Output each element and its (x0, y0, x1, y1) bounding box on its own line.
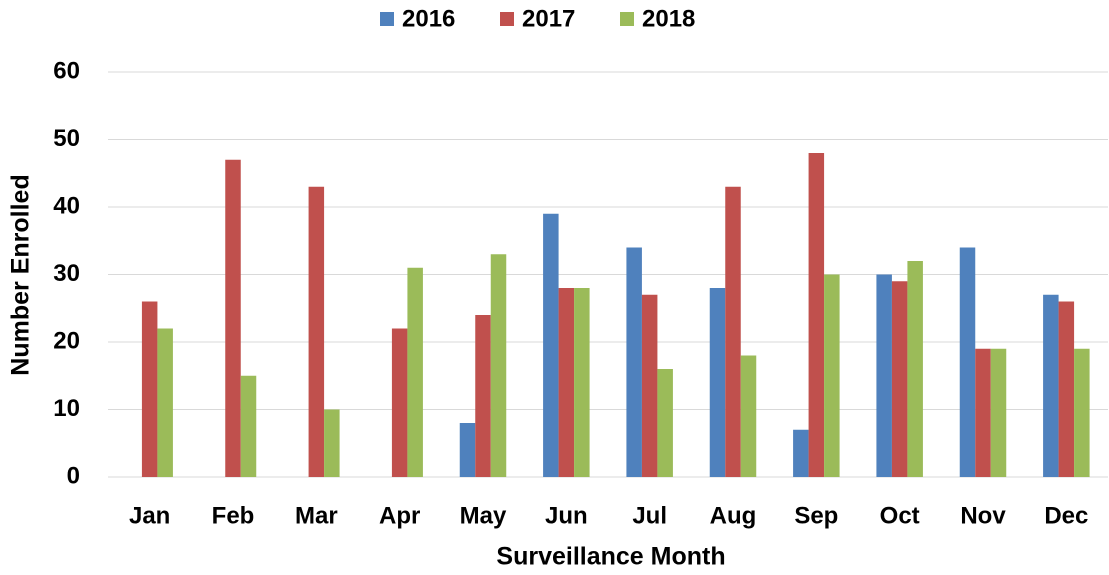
y-tick-label: 50 (53, 125, 80, 152)
x-tick-label: Jul (632, 502, 667, 529)
bar (1058, 301, 1075, 477)
bar (543, 213, 559, 477)
bar (1074, 348, 1090, 477)
legend-swatch (500, 12, 514, 26)
x-tick-label: Apr (379, 502, 420, 529)
bar (641, 294, 658, 477)
x-tick-label: Jun (545, 502, 588, 529)
x-tick-label: Feb (212, 502, 255, 529)
legend-swatch (620, 12, 634, 26)
bar (558, 288, 575, 477)
bar (740, 355, 757, 477)
bar (626, 247, 642, 477)
bar (808, 153, 825, 477)
legend-label: 2017 (522, 5, 575, 32)
bar (709, 288, 726, 477)
y-tick-label: 60 (53, 57, 80, 84)
x-tick-label: Aug (710, 502, 757, 529)
bar (225, 159, 241, 477)
bar (475, 315, 491, 477)
bar (725, 186, 741, 477)
legend-label: 2016 (402, 5, 455, 32)
bar (657, 369, 673, 477)
bar (891, 281, 908, 477)
bar (876, 274, 892, 477)
bar (490, 254, 507, 477)
bar (959, 247, 976, 477)
bar (324, 409, 340, 477)
bar (240, 375, 257, 477)
bar (574, 288, 590, 477)
x-tick-label: Oct (880, 502, 920, 529)
bar (1043, 294, 1059, 477)
y-tick-label: 40 (53, 192, 80, 219)
bar (141, 301, 158, 477)
bar (308, 186, 325, 477)
y-axis-label: Number Enrolled (7, 174, 35, 375)
bar (793, 429, 809, 477)
x-tick-label: Nov (960, 502, 1006, 529)
x-tick-label: May (460, 502, 507, 529)
x-tick-label: Dec (1044, 502, 1088, 529)
y-tick-label: 10 (53, 395, 80, 422)
bar (157, 328, 173, 477)
y-tick-label: 30 (53, 260, 80, 287)
x-tick-label: Jan (129, 502, 170, 529)
bar (824, 274, 840, 477)
bar (391, 328, 408, 477)
bar (990, 348, 1007, 477)
bar (975, 348, 991, 477)
y-tick-label: 0 (67, 462, 80, 489)
legend-swatch (380, 12, 394, 26)
bar (907, 261, 923, 477)
x-tick-label: Sep (794, 502, 838, 529)
bar (407, 267, 423, 477)
legend-label: 2018 (642, 5, 695, 32)
x-tick-label: Mar (295, 502, 338, 529)
x-axis-label: Surveillance Month (496, 543, 725, 571)
y-tick-label: 20 (53, 327, 80, 354)
bar (459, 423, 476, 477)
